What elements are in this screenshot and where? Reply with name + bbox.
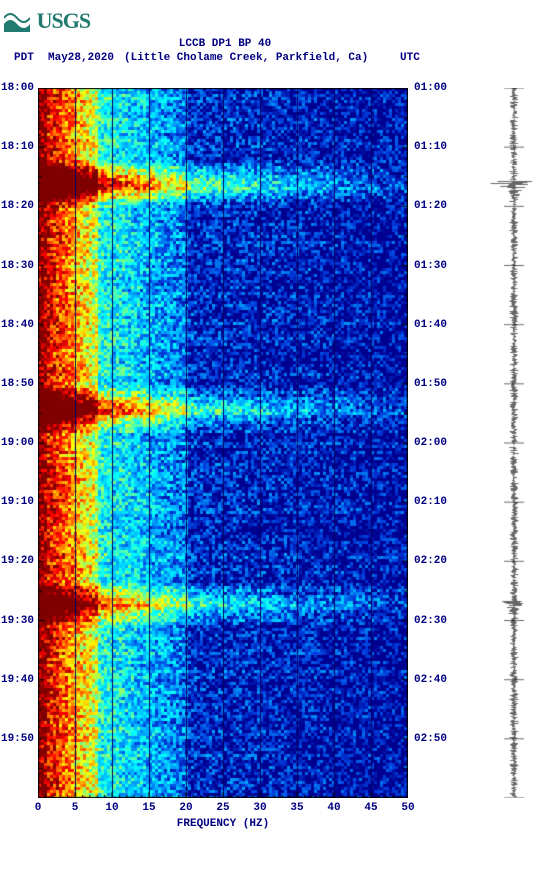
ytick-left: 18:50 (1, 378, 34, 390)
xtick: 40 (327, 802, 340, 814)
x-axis: 05101520253035404550 (38, 800, 408, 820)
xtick: 50 (401, 802, 414, 814)
ytick-left: 19:30 (1, 615, 34, 627)
usgs-logo-text: USGS (37, 8, 90, 33)
ytick-left: 19:10 (1, 496, 34, 508)
ytick-right: 01:30 (414, 260, 447, 272)
left-timezone: PDT (14, 52, 34, 64)
spectrogram-plot (38, 88, 408, 798)
ytick-left: 18:20 (1, 200, 34, 212)
header-location: (Little Cholame Creek, Parkfield, Ca) (124, 52, 368, 64)
ytick-left: 18:40 (1, 319, 34, 331)
header-date: May28,2020 (48, 52, 114, 64)
right-timezone: UTC (400, 52, 420, 64)
ytick-right: 02:50 (414, 733, 447, 745)
ytick-right: 02:00 (414, 437, 447, 449)
usgs-logo: USGS (4, 8, 90, 34)
ytick-left: 19:40 (1, 674, 34, 686)
ytick-left: 19:00 (1, 437, 34, 449)
xtick: 30 (253, 802, 266, 814)
spectrogram-canvas (38, 88, 408, 798)
ytick-right: 02:20 (414, 555, 447, 567)
ytick-right: 01:20 (414, 200, 447, 212)
ytick-right: 01:50 (414, 378, 447, 390)
ytick-right: 02:30 (414, 615, 447, 627)
x-axis-label: FREQUENCY (HZ) (38, 818, 408, 830)
xtick: 35 (290, 802, 303, 814)
xtick: 15 (142, 802, 155, 814)
xtick: 25 (216, 802, 229, 814)
ytick-right: 02:10 (414, 496, 447, 508)
ytick-left: 19:20 (1, 555, 34, 567)
ytick-right: 02:40 (414, 674, 447, 686)
ytick-left: 18:30 (1, 260, 34, 272)
xtick: 10 (105, 802, 118, 814)
seismogram-panel (490, 88, 538, 798)
ytick-left: 19:50 (1, 733, 34, 745)
seismogram-canvas (490, 88, 538, 798)
xtick: 5 (72, 802, 79, 814)
y-axis-left: 18:0018:1018:2018:3018:4018:5019:0019:10… (0, 88, 36, 798)
xtick: 20 (179, 802, 192, 814)
y-axis-right: 01:0001:1001:2001:3001:4001:5002:0002:10… (410, 88, 454, 798)
ytick-right: 01:00 (414, 82, 447, 94)
ytick-left: 18:00 (1, 82, 34, 94)
xtick: 45 (364, 802, 377, 814)
xtick: 0 (35, 802, 42, 814)
ytick-left: 18:10 (1, 141, 34, 153)
ytick-right: 01:10 (414, 141, 447, 153)
ytick-right: 01:40 (414, 319, 447, 331)
plot-title: LCCB DP1 BP 40 (0, 38, 450, 50)
